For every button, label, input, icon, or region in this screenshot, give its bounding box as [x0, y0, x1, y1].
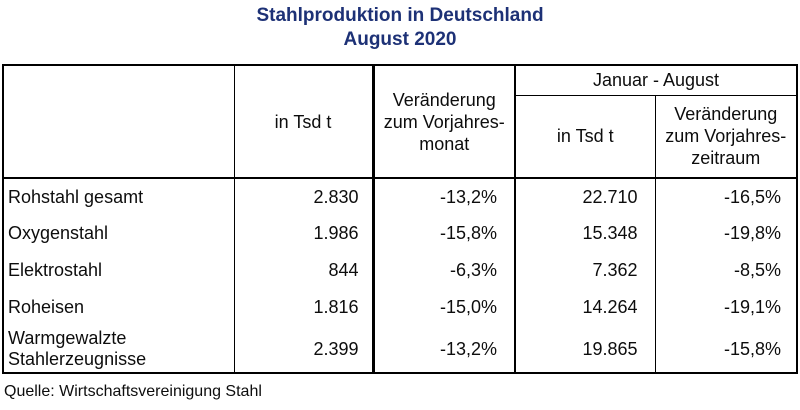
cell-month-value: 1.986 — [234, 215, 375, 252]
row-label: Roheisen — [3, 289, 235, 326]
col-header-change-vs-prev-month: Veränderung zum Vorjahres- monat — [373, 65, 516, 179]
row-label: Oxygenstahl — [3, 215, 235, 252]
cell-month-change: -15,0% — [373, 289, 516, 326]
row-label: Warmgewalzte Stahlerzeugnisse — [3, 326, 235, 373]
cell-month-value: 2.830 — [234, 178, 375, 215]
table-row-oxygenstahl: Oxygenstahl 1.986 -15,8% 15.348 -19,8% — [3, 215, 797, 252]
table-row-warmgewalzte-stahlerzeugnisse: Warmgewalzte Stahlerzeugnisse 2.399 -13,… — [3, 326, 797, 373]
cell-ytd-change: -19,1% — [723, 297, 781, 317]
title-line-1: Stahlproduktion in Deutschland — [256, 5, 544, 26]
header-row-sub: in Tsd t Veränderung zum Vorjahres- zeit… — [3, 95, 797, 179]
table-row-rohstahl-gesamt: Rohstahl gesamt 2.830 -13,2% 22.710 -16,… — [3, 178, 797, 215]
header-line: zum Vorjahres- — [665, 126, 787, 147]
source-note: Quelle: Wirtschaftsvereinigung Stahl — [4, 383, 262, 400]
row-label: Rohstahl gesamt — [3, 178, 235, 215]
page-title: Stahlproduktion in Deutschland August 20… — [0, 4, 800, 52]
steel-production-table: in Tsd t Veränderung zum Vorjahres- mona… — [2, 64, 798, 374]
cell-month-change: -15,8% — [373, 215, 516, 252]
cell-ytd-value: 19.865 — [515, 326, 656, 373]
group-header-januar-august: Januar - August — [515, 65, 797, 96]
cell-month-value: 1.816 — [234, 289, 375, 326]
cell-ytd-value: 7.362 — [515, 252, 656, 289]
col-header-change-vs-prev-period: Veränderung zum Vorjahres- zeitraum — [655, 95, 797, 179]
cell-ytd-change: -15,8% — [723, 338, 781, 359]
col-header-product-empty — [3, 65, 235, 179]
col-header-in-tsd-t-month: in Tsd t — [234, 65, 375, 179]
table-row-roheisen: Roheisen 1.816 -15,0% 14.264 -19,1% — [3, 289, 797, 326]
row-label: Elektrostahl — [3, 252, 235, 289]
header-row-group: in Tsd t Veränderung zum Vorjahres- mona… — [3, 65, 797, 179]
cell-month-value: 844 — [234, 252, 375, 289]
header-line: Veränderung — [674, 104, 778, 125]
col-header-in-tsd-t-ytd: in Tsd t — [515, 95, 656, 179]
table-row-elektrostahl: Elektrostahl 844 -6,3% 7.362 -8,5% — [3, 252, 797, 289]
cell-month-value: 2.399 — [234, 326, 375, 373]
cell-month-change: -6,3% — [373, 252, 516, 289]
header-line: monat — [419, 133, 470, 154]
title-line-2: August 2020 — [343, 29, 457, 50]
cell-ytd-change: -8,5% — [733, 260, 781, 280]
cell-ytd-value: 15.348 — [515, 215, 656, 252]
header-line: Veränderung — [392, 89, 496, 110]
header-line: zeitraum — [691, 148, 761, 169]
header-line: zum Vorjahres- — [383, 111, 505, 132]
cell-month-change: -13,2% — [373, 178, 516, 215]
cell-ytd-change: -19,8% — [723, 223, 781, 243]
cell-ytd-value: 14.264 — [515, 289, 656, 326]
cell-month-change: -13,2% — [373, 326, 516, 373]
cell-ytd-change: -16,5% — [723, 186, 781, 207]
cell-ytd-value: 22.710 — [515, 178, 656, 215]
